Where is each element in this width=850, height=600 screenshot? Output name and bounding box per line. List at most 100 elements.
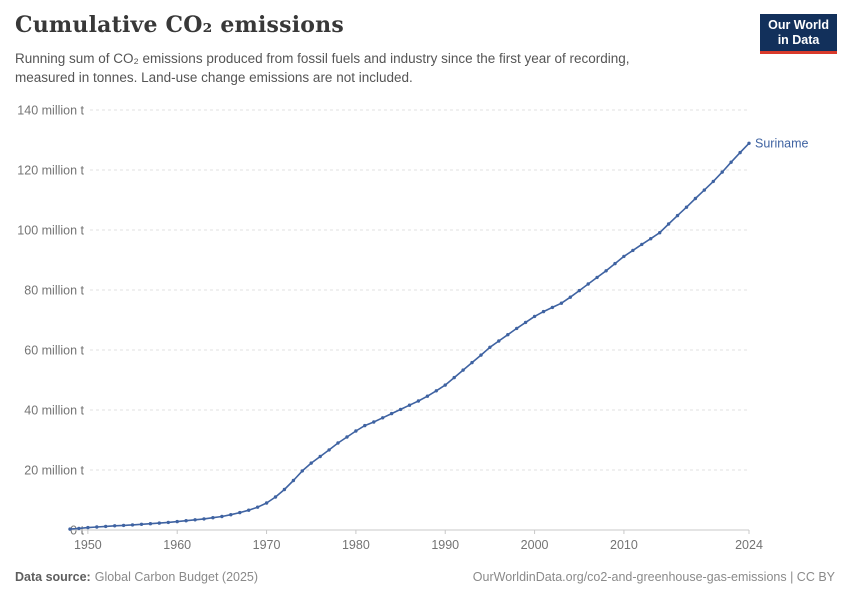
data-point[interactable] xyxy=(309,461,313,465)
data-point[interactable] xyxy=(470,360,474,365)
data-point[interactable] xyxy=(425,394,430,398)
data-point[interactable] xyxy=(86,525,90,530)
data-point[interactable] xyxy=(95,525,99,529)
owid-logo[interactable]: Our World in Data xyxy=(760,14,837,54)
data-point[interactable] xyxy=(282,487,287,492)
data-point[interactable] xyxy=(372,420,376,424)
x-tick-label: 1990 xyxy=(431,538,459,552)
data-point[interactable] xyxy=(649,237,653,241)
data-point[interactable] xyxy=(363,423,367,428)
data-point[interactable] xyxy=(515,326,519,331)
data-point[interactable] xyxy=(666,222,671,226)
y-tick-label: 100 million t xyxy=(17,224,84,238)
data-point[interactable] xyxy=(148,522,153,526)
data-point[interactable] xyxy=(104,524,108,529)
data-point[interactable] xyxy=(488,345,492,349)
data-point[interactable] xyxy=(613,261,617,266)
data-point[interactable] xyxy=(523,320,528,325)
data-point[interactable] xyxy=(479,353,483,357)
data-point[interactable] xyxy=(398,407,403,412)
data-point[interactable] xyxy=(255,505,260,509)
data-point[interactable] xyxy=(532,314,537,319)
footer-datasource: Data source: Global Carbon Budget (2025) xyxy=(15,570,258,584)
data-point[interactable] xyxy=(175,519,179,524)
y-tick-label: 120 million t xyxy=(17,164,84,178)
data-point[interactable] xyxy=(220,514,224,519)
x-tick-label: 2024 xyxy=(735,538,763,552)
data-point[interactable] xyxy=(622,254,626,259)
data-point[interactable] xyxy=(166,520,170,525)
data-point[interactable] xyxy=(443,383,447,387)
data-point[interactable] xyxy=(711,179,715,184)
data-point[interactable] xyxy=(640,242,644,247)
data-point[interactable] xyxy=(747,141,751,145)
x-tick-label: 2000 xyxy=(521,538,549,552)
data-point[interactable] xyxy=(559,301,564,305)
data-point[interactable] xyxy=(264,501,269,505)
data-point[interactable] xyxy=(550,305,555,310)
data-point[interactable] xyxy=(738,150,742,155)
data-point[interactable] xyxy=(113,524,117,528)
data-point[interactable] xyxy=(193,518,197,522)
data-point[interactable] xyxy=(318,454,322,459)
data-point[interactable] xyxy=(68,527,72,531)
data-point[interactable] xyxy=(506,333,510,337)
data-point[interactable] xyxy=(273,495,278,499)
y-tick-label: 80 million t xyxy=(24,284,84,298)
data-point[interactable] xyxy=(595,275,599,280)
data-point[interactable] xyxy=(658,231,662,235)
footer-credit[interactable]: OurWorldinData.org/co2-and-greenhouse-ga… xyxy=(472,570,835,584)
data-point[interactable] xyxy=(211,516,215,520)
series-line-suriname[interactable] xyxy=(69,142,750,530)
data-point[interactable] xyxy=(291,478,296,483)
data-point[interactable] xyxy=(381,416,385,420)
y-tick-label: 20 million t xyxy=(24,464,84,478)
x-tick-label: 2010 xyxy=(610,538,638,552)
data-point[interactable] xyxy=(729,160,733,164)
data-point[interactable] xyxy=(407,403,412,407)
y-tick-label: 60 million t xyxy=(24,344,84,358)
data-point[interactable] xyxy=(604,269,608,273)
data-point[interactable] xyxy=(77,526,81,531)
y-tick-label: 140 million t xyxy=(17,104,84,118)
data-point[interactable] xyxy=(130,523,135,527)
data-point[interactable] xyxy=(684,205,689,209)
data-point[interactable] xyxy=(497,339,501,343)
data-point[interactable] xyxy=(202,517,206,521)
data-point[interactable] xyxy=(702,188,706,192)
logo-line1: Our World xyxy=(768,18,829,32)
data-point[interactable] xyxy=(461,368,465,372)
series-end-label[interactable]: Suriname xyxy=(755,136,809,150)
data-point[interactable] xyxy=(139,522,144,526)
data-point[interactable] xyxy=(157,521,161,525)
data-point[interactable] xyxy=(336,441,340,445)
data-point[interactable] xyxy=(693,196,698,201)
x-tick-label: 1980 xyxy=(342,538,370,552)
data-point[interactable] xyxy=(720,170,724,174)
logo-line2: in Data xyxy=(777,33,820,47)
data-point[interactable] xyxy=(434,389,438,393)
data-point[interactable] xyxy=(541,309,546,314)
datasource-value: Global Carbon Budget (2025) xyxy=(94,570,259,584)
data-point[interactable] xyxy=(247,508,251,512)
x-tick-label: 1950 xyxy=(74,538,102,552)
data-point[interactable] xyxy=(631,248,635,253)
data-point[interactable] xyxy=(238,510,242,515)
data-point[interactable] xyxy=(184,519,188,523)
data-point[interactable] xyxy=(675,213,680,218)
data-point[interactable] xyxy=(345,435,349,439)
data-point[interactable] xyxy=(121,523,126,528)
data-point[interactable] xyxy=(389,411,394,416)
data-point[interactable] xyxy=(327,448,331,452)
data-point[interactable] xyxy=(229,513,233,517)
data-point[interactable] xyxy=(452,375,456,380)
datasource-label: Data source: xyxy=(15,570,91,584)
data-point[interactable] xyxy=(586,282,590,286)
data-point[interactable] xyxy=(577,288,581,293)
data-point[interactable] xyxy=(300,469,304,473)
data-point[interactable] xyxy=(416,399,421,403)
data-point[interactable] xyxy=(354,429,358,433)
data-point[interactable] xyxy=(568,295,572,299)
